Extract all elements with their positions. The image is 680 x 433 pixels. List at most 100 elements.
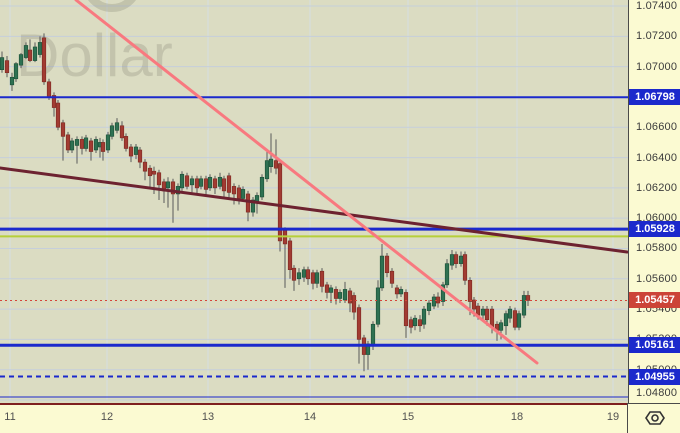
bear-candle bbox=[462, 254, 468, 281]
level-price-badge: 1.06798 bbox=[629, 89, 680, 106]
bull-candle bbox=[507, 308, 513, 319]
bull-candle bbox=[398, 289, 404, 295]
bull-candle bbox=[449, 254, 455, 266]
bear-candle bbox=[27, 49, 33, 61]
bull-candle bbox=[189, 178, 195, 186]
bear-candle bbox=[221, 178, 227, 192]
price-tick-label: 1.06200 bbox=[636, 181, 678, 194]
axis-corner-border bbox=[627, 403, 680, 404]
bear-candle bbox=[212, 178, 218, 189]
bull-candle bbox=[133, 146, 139, 155]
price-tick-label: 1.07200 bbox=[636, 30, 678, 43]
level-price-badge: 1.05161 bbox=[629, 337, 680, 354]
price-axis[interactable]: 1.074001.072001.070001.068001.066001.064… bbox=[628, 0, 680, 403]
bull-candle bbox=[444, 263, 450, 286]
bull-candle bbox=[301, 269, 307, 278]
bear-candle bbox=[51, 95, 57, 108]
bear-candle bbox=[184, 175, 190, 187]
bear-candle bbox=[156, 172, 162, 186]
bull-candle bbox=[23, 45, 29, 58]
bull-candle bbox=[109, 125, 115, 137]
bull-candle bbox=[0, 57, 5, 70]
bull-candle bbox=[32, 46, 38, 61]
bear-candle bbox=[231, 186, 237, 195]
bear-candle bbox=[310, 272, 316, 284]
bear-candle bbox=[319, 270, 325, 287]
bear-candle bbox=[403, 292, 409, 327]
price-tick-label: 1.05800 bbox=[636, 242, 678, 255]
bear-candle bbox=[287, 240, 293, 270]
bear-candle bbox=[512, 310, 518, 328]
price-tick-label: 1.06600 bbox=[636, 121, 678, 134]
bull-candle bbox=[296, 272, 302, 280]
bear-candle bbox=[119, 125, 125, 139]
bull-candle bbox=[105, 134, 111, 151]
bear-candle bbox=[55, 102, 61, 128]
bull-candle bbox=[165, 181, 171, 189]
bull-candle bbox=[426, 302, 432, 311]
time-tick-label: 14 bbox=[303, 411, 317, 423]
bull-candle bbox=[93, 139, 99, 151]
downtrend-steep-pink bbox=[74, 0, 539, 365]
bull-candle bbox=[198, 178, 204, 187]
bear-candle bbox=[60, 122, 66, 137]
bear-candle bbox=[305, 269, 311, 280]
bull-candle bbox=[516, 313, 522, 328]
time-tick-label: 19 bbox=[606, 411, 620, 423]
bear-candle bbox=[273, 160, 279, 169]
bear-candle bbox=[525, 295, 531, 301]
bull-candle bbox=[421, 308, 427, 325]
bull-candle bbox=[250, 199, 256, 213]
bear-candle bbox=[389, 270, 395, 284]
bull-candle bbox=[503, 313, 509, 327]
bull-candle bbox=[412, 317, 418, 327]
bull-candle bbox=[9, 76, 15, 86]
bear-candle bbox=[100, 142, 106, 152]
bear-candle bbox=[4, 60, 10, 74]
bear-candle bbox=[394, 287, 400, 295]
bear-candle bbox=[291, 267, 297, 281]
bear-candle bbox=[384, 255, 390, 274]
bear-candle bbox=[471, 299, 477, 310]
bull-candle bbox=[431, 296, 437, 307]
bull-candle bbox=[259, 176, 265, 198]
bear-candle bbox=[351, 295, 357, 313]
bear-candle bbox=[489, 308, 495, 328]
bull-candle bbox=[13, 63, 19, 80]
bear-candle bbox=[236, 187, 242, 199]
bull-candle bbox=[37, 42, 43, 55]
bull-candle bbox=[480, 308, 486, 316]
price-axis-settings-gear-icon[interactable] bbox=[641, 408, 669, 428]
downtrend-shallow-maroon bbox=[0, 166, 628, 254]
bull-candle bbox=[240, 189, 246, 199]
bear-candle bbox=[88, 140, 94, 152]
bull-candle bbox=[18, 54, 24, 66]
bull-candle bbox=[370, 323, 376, 346]
time-axis[interactable]: 11 12 13 14 15 18 19 bbox=[0, 403, 680, 433]
bear-candle bbox=[151, 170, 157, 175]
bear-candle bbox=[408, 319, 414, 328]
last-price-badge: 1.05457 bbox=[629, 292, 680, 309]
watermark-partial-glyph bbox=[88, 0, 136, 12]
bear-candle bbox=[79, 139, 85, 149]
bear-candle bbox=[484, 308, 490, 320]
time-tick-label: 12 bbox=[100, 411, 114, 423]
time-tick-label: 15 bbox=[401, 411, 415, 423]
price-tick-label: 1.06400 bbox=[636, 151, 678, 164]
level-price-badge: 1.05928 bbox=[629, 221, 680, 238]
bear-candle bbox=[333, 289, 339, 299]
bull-candle bbox=[458, 255, 464, 264]
price-tick-label: 1.07400 bbox=[636, 0, 678, 13]
level-price-badge: 1.04955 bbox=[629, 368, 680, 385]
candlestick-chart[interactable]: Dollar bbox=[0, 0, 628, 403]
bear-candle bbox=[324, 284, 330, 293]
bear-candle bbox=[356, 307, 362, 340]
bear-candle bbox=[277, 163, 283, 242]
bear-candle bbox=[467, 280, 473, 302]
bull-candle bbox=[375, 287, 381, 325]
bull-candle bbox=[379, 255, 385, 289]
bull-candle bbox=[179, 173, 185, 189]
bull-candle bbox=[114, 122, 120, 131]
price-tick-label: 1.07000 bbox=[636, 60, 678, 73]
bull-candle bbox=[268, 158, 274, 167]
